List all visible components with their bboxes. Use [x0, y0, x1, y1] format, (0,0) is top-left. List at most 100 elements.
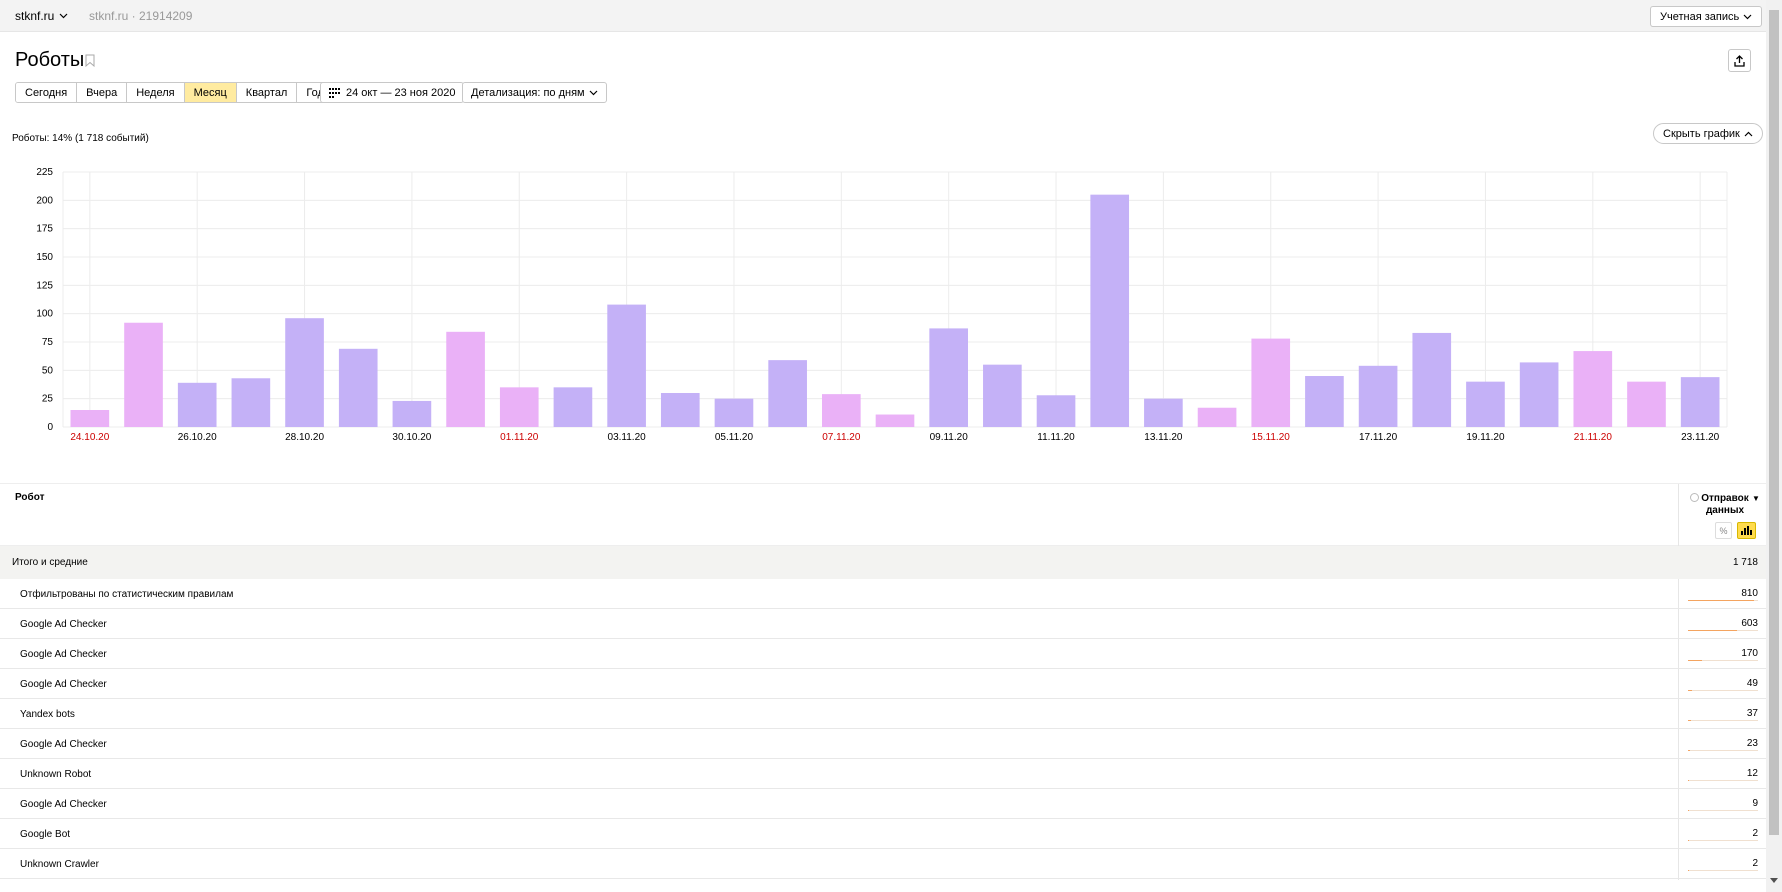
row-share-bar: [1688, 600, 1754, 601]
date-range-button[interactable]: 24 окт — 23 ноя 2020: [320, 82, 465, 103]
row-label: Отфильтрованы по статистическим правилам: [20, 589, 234, 600]
chart-bar[interactable]: [875, 414, 915, 427]
column-metric[interactable]: Отправок данных: [1701, 493, 1749, 516]
x-tick-label: 30.10.20: [392, 432, 431, 443]
chart-bar[interactable]: [1573, 351, 1613, 427]
chart-bar[interactable]: [1197, 407, 1237, 427]
sort-desc-icon[interactable]: ▼: [1752, 494, 1760, 503]
y-tick-label: 125: [36, 280, 53, 291]
table-row[interactable]: Google Ad Checker 170: [0, 639, 1766, 669]
x-tick-label: 17.11.20: [1359, 432, 1398, 443]
chart-bar[interactable]: [231, 378, 271, 427]
y-tick-label: 225: [36, 167, 53, 178]
x-tick-label: 26.10.20: [178, 432, 217, 443]
chart-bar[interactable]: [768, 360, 807, 427]
row-label: Unknown Crawler: [20, 859, 99, 870]
chart-bar[interactable]: [607, 304, 646, 427]
x-tick-label: 28.10.20: [285, 432, 324, 443]
row-value: 810: [1741, 588, 1758, 599]
chart-bar[interactable]: [70, 410, 110, 427]
chart-bar[interactable]: [1358, 365, 1398, 427]
chart-bar[interactable]: [929, 328, 969, 427]
percent-toggle[interactable]: %: [1715, 522, 1732, 539]
row-label: Yandex bots: [20, 709, 75, 720]
table-row[interactable]: Unknown Robot 12: [0, 759, 1766, 789]
row-share-bar: [1688, 810, 1689, 811]
scrollbar[interactable]: [1766, 0, 1782, 892]
chart-bar[interactable]: [1036, 395, 1076, 427]
chart-bar[interactable]: [660, 393, 700, 427]
chart-bar[interactable]: [124, 322, 163, 427]
y-tick-label: 150: [36, 252, 53, 263]
bar-chart-icon: [1741, 526, 1752, 535]
chart-bar[interactable]: [1519, 362, 1559, 427]
bookmark-icon[interactable]: [85, 54, 95, 67]
chart-bar[interactable]: [1627, 381, 1666, 427]
table-row[interactable]: Yandex bots 37: [0, 699, 1766, 729]
chart-bar[interactable]: [392, 400, 432, 427]
chart-bar[interactable]: [983, 364, 1022, 427]
export-button[interactable]: [1728, 49, 1751, 72]
table-row[interactable]: Google Ad Checker 49: [0, 669, 1766, 699]
site-switcher[interactable]: stknf.ru: [15, 9, 68, 23]
y-tick-label: 0: [47, 422, 53, 433]
chart-bar[interactable]: [1090, 194, 1130, 427]
chart-bar[interactable]: [553, 387, 593, 427]
bars-toggle[interactable]: [1737, 522, 1756, 539]
row-share-bar-track: [1688, 780, 1758, 781]
x-tick-label: 19.11.20: [1466, 432, 1505, 443]
row-share-bar: [1688, 840, 1689, 841]
table-row[interactable]: Google Ad Checker 23: [0, 729, 1766, 759]
detail-dropdown[interactable]: Детализация: по дням: [462, 82, 607, 103]
row-value: 2: [1752, 828, 1758, 839]
x-tick-label: 05.11.20: [715, 432, 754, 443]
scroll-thumb[interactable]: [1769, 10, 1779, 835]
x-tick-label: 23.11.20: [1681, 432, 1720, 443]
chart-bar[interactable]: [1305, 376, 1344, 427]
chart-bar[interactable]: [177, 382, 217, 427]
y-tick-label: 175: [36, 224, 53, 235]
chart-bar[interactable]: [1251, 338, 1291, 427]
detail-label: Детализация: по дням: [471, 86, 585, 99]
chart-bar[interactable]: [499, 387, 539, 427]
chart-bar[interactable]: [1144, 398, 1183, 427]
x-tick-label: 21.11.20: [1574, 432, 1613, 443]
row-share-bar-track: [1688, 840, 1758, 841]
info-icon[interactable]: [1690, 493, 1699, 502]
row-share-bar: [1688, 720, 1691, 721]
y-tick-label: 100: [36, 309, 53, 320]
chart-bar[interactable]: [285, 318, 324, 427]
chart-bar[interactable]: [1466, 381, 1505, 427]
table-row[interactable]: Google Ad Checker 603: [0, 609, 1766, 639]
period-tab[interactable]: Вчера: [77, 83, 128, 102]
x-tick-label: 11.11.20: [1037, 432, 1075, 443]
table-row[interactable]: Google Ad Checker 9: [0, 789, 1766, 819]
chart-bar[interactable]: [446, 331, 485, 427]
chart-bar[interactable]: [821, 394, 861, 427]
chart-bar[interactable]: [714, 398, 754, 427]
period-tab[interactable]: Месяц: [184, 83, 237, 102]
period-tab[interactable]: Квартал: [236, 83, 298, 102]
table-header: Робот Отправок данных ▼ %: [0, 484, 1766, 546]
chart-bar[interactable]: [1412, 332, 1452, 427]
period-tab[interactable]: Неделя: [127, 83, 185, 102]
table-row[interactable]: Google Bot 2: [0, 819, 1766, 849]
x-tick-label: 03.11.20: [608, 432, 647, 443]
chart-bar[interactable]: [1680, 377, 1720, 427]
x-tick-label: 09.11.20: [930, 432, 969, 443]
row-share-bar: [1688, 750, 1690, 751]
page-title: Роботы: [15, 49, 85, 71]
date-range-label: 24 окт — 23 ноя 2020: [346, 86, 456, 99]
period-tab[interactable]: Сегодня: [16, 83, 78, 102]
table-row[interactable]: Unknown Crawler 2: [0, 849, 1766, 879]
total-row: Итого и средние 1 718: [0, 546, 1766, 579]
account-button[interactable]: Учетная запись: [1650, 6, 1763, 27]
row-value: 9: [1752, 798, 1758, 809]
hide-chart-button[interactable]: Скрыть график: [1653, 123, 1763, 144]
row-value: 170: [1741, 648, 1758, 659]
table-row[interactable]: Отфильтрованы по статистическим правилам…: [0, 579, 1766, 609]
chart-summary: Роботы: 14% (1 718 событий): [12, 133, 149, 144]
scroll-down-arrow[interactable]: [1770, 878, 1778, 883]
total-label: Итого и средние: [12, 557, 88, 568]
chart-bar[interactable]: [338, 348, 378, 427]
